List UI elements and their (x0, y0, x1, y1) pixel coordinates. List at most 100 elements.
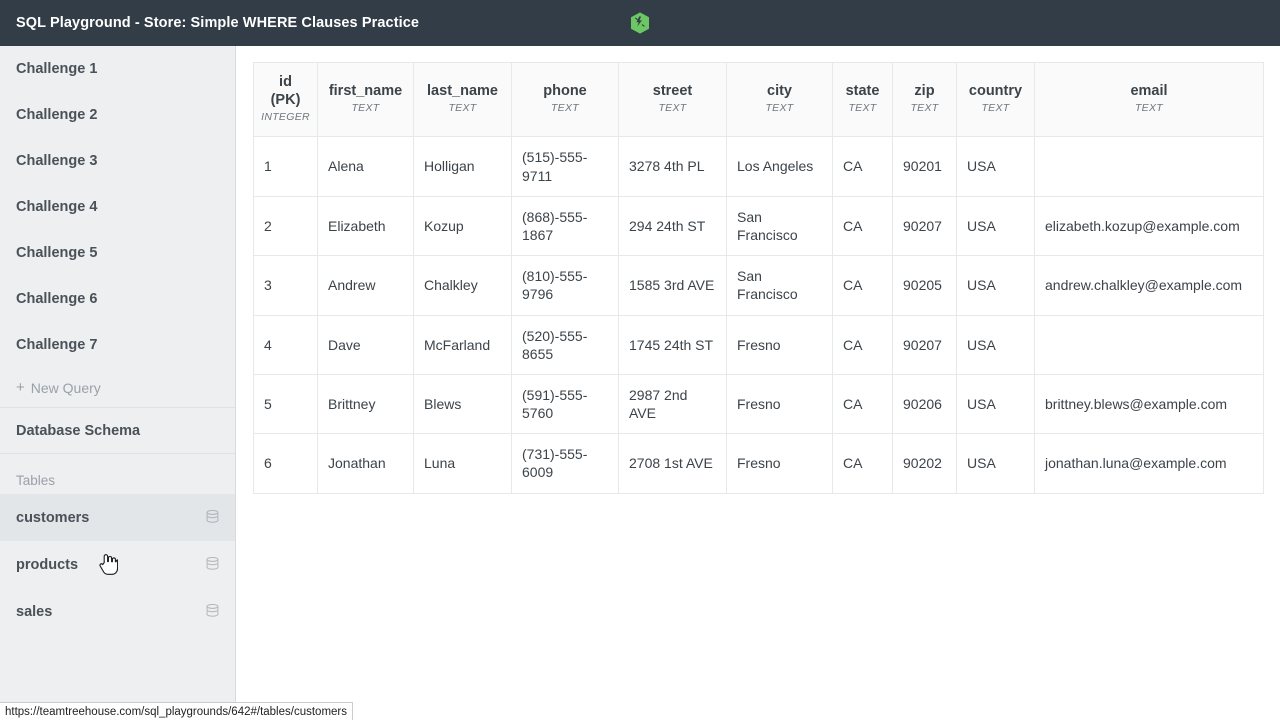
cell-city: Fresno (726, 314, 833, 375)
status-bar-link-preview: https://teamtreehouse.com/sql_playground… (0, 702, 353, 720)
sidebar-item-challenge-2[interactable]: Challenge 2 (0, 92, 235, 138)
customers-table: id (PK) INTEGER first_name TEXT last_nam… (253, 61, 1264, 494)
column-header-street[interactable]: street TEXT (618, 61, 727, 138)
sidebar-item-challenge-5[interactable]: Challenge 5 (0, 230, 235, 276)
table-name-label: sales (16, 603, 53, 620)
cell-email: brittney.blews@example.com (1034, 373, 1264, 435)
column-name: email (1130, 83, 1168, 100)
sidebar-item-label: Challenge 6 (16, 291, 98, 307)
cell-zip: 90205 (892, 255, 957, 316)
app-header: SQL Playground - Store: Simple WHERE Cla… (0, 0, 1280, 46)
column-header-zip[interactable]: zip TEXT (892, 61, 957, 138)
sidebar-item-challenge-6[interactable]: Challenge 6 (0, 276, 235, 322)
sidebar-item-challenge-3[interactable]: Challenge 3 (0, 138, 235, 184)
sidebar-item-sales[interactable]: sales (0, 588, 235, 635)
cell-last-name: McFarland (413, 314, 512, 375)
cell-street: 294 24th ST (618, 195, 727, 257)
table-row[interactable]: 4 Dave McFarland (520)-555-8655 1745 24t… (253, 314, 1264, 375)
database-icon (206, 556, 219, 572)
cell-id: 6 (253, 433, 318, 494)
column-header-phone[interactable]: phone TEXT (511, 61, 619, 138)
cell-country: USA (956, 136, 1035, 197)
column-type: INTEGER (261, 111, 310, 124)
cell-first-name: Brittney (317, 373, 414, 435)
cell-email (1034, 136, 1264, 197)
cell-zip: 90207 (892, 314, 957, 375)
cell-id: 2 (253, 195, 318, 257)
sidebar-item-label: Challenge 7 (16, 337, 98, 353)
cell-city: Fresno (726, 373, 833, 435)
cell-street: 2708 1st AVE (618, 433, 727, 494)
sidebar-item-label: Challenge 1 (16, 61, 98, 77)
cell-zip: 90206 (892, 373, 957, 435)
cell-country: USA (956, 373, 1035, 435)
tables-label: Tables (16, 473, 56, 488)
column-type: TEXT (848, 102, 877, 115)
column-header-country[interactable]: country TEXT (956, 61, 1035, 138)
sidebar-item-challenge-4[interactable]: Challenge 4 (0, 184, 235, 230)
cell-last-name: Chalkley (413, 255, 512, 316)
column-name: country (968, 83, 1023, 100)
page-title: SQL Playground - Store: Simple WHERE Cla… (16, 15, 420, 31)
cell-last-name: Kozup (413, 195, 512, 257)
column-type: TEXT (448, 102, 477, 115)
column-type: TEXT (981, 102, 1010, 115)
table-row[interactable]: 2 Elizabeth Kozup (868)-555-1867 294 24t… (253, 195, 1264, 257)
database-schema-label: Database Schema (16, 422, 141, 439)
cell-first-name: Andrew (317, 255, 414, 316)
column-name: street (652, 83, 693, 100)
table-row[interactable]: 3 Andrew Chalkley (810)-555-9796 1585 3r… (253, 255, 1264, 316)
cell-phone: (810)-555-9796 (511, 255, 619, 316)
table-body: 1 Alena Holligan (515)-555-9711 3278 4th… (253, 136, 1264, 494)
sidebar-item-challenge-7[interactable]: Challenge 7 (0, 322, 235, 368)
sidebar-item-label: Challenge 5 (16, 245, 98, 261)
sidebar-item-label: Challenge 3 (16, 153, 98, 169)
sidebar-item-challenge-1[interactable]: Challenge 1 (0, 46, 235, 92)
cell-id: 5 (253, 373, 318, 435)
column-type: TEXT (910, 102, 939, 115)
cell-state: CA (832, 433, 893, 494)
column-header-id[interactable]: id (PK) INTEGER (253, 61, 318, 138)
table-name-label: products (16, 556, 79, 573)
sidebar-item-products[interactable]: products (0, 541, 235, 588)
column-name: state (845, 83, 880, 100)
cell-email: elizabeth.kozup@example.com (1034, 195, 1264, 257)
cell-last-name: Luna (413, 433, 512, 494)
cell-state: CA (832, 136, 893, 197)
table-name-label: customers (16, 509, 90, 526)
cell-country: USA (956, 314, 1035, 375)
column-header-state[interactable]: state TEXT (832, 61, 893, 138)
cell-state: CA (832, 195, 893, 257)
cell-phone: (520)-555-8655 (511, 314, 619, 375)
database-schema-heading[interactable]: Database Schema (0, 408, 235, 454)
column-header-last-name[interactable]: last_name TEXT (413, 61, 512, 138)
cell-phone: (515)-555-9711 (511, 136, 619, 197)
cell-id: 4 (253, 314, 318, 375)
sidebar-item-customers[interactable]: customers (0, 494, 235, 541)
table-row[interactable]: 1 Alena Holligan (515)-555-9711 3278 4th… (253, 136, 1264, 197)
cell-state: CA (832, 314, 893, 375)
column-name: last_name (427, 83, 498, 100)
tables-group-label: Tables (0, 454, 235, 494)
table-row[interactable]: 6 Jonathan Luna (731)-555-6009 2708 1st … (253, 433, 1264, 494)
cell-city: San Francisco (726, 195, 833, 257)
new-query-label: New Query (30, 379, 101, 396)
cell-id: 3 (253, 255, 318, 316)
cell-phone: (591)-555-5760 (511, 373, 619, 435)
column-header-first-name[interactable]: first_name TEXT (317, 61, 414, 138)
cell-zip: 90202 (892, 433, 957, 494)
table-row[interactable]: 5 Brittney Blews (591)-555-5760 2987 2nd… (253, 373, 1264, 435)
cell-last-name: Holligan (413, 136, 512, 197)
cell-country: USA (956, 433, 1035, 494)
cell-first-name: Jonathan (317, 433, 414, 494)
cell-state: CA (832, 373, 893, 435)
cell-email: andrew.chalkley@example.com (1034, 255, 1264, 316)
cell-street: 1585 3rd AVE (618, 255, 727, 316)
column-header-city[interactable]: city TEXT (726, 61, 833, 138)
column-header-email[interactable]: email TEXT (1034, 61, 1264, 138)
cell-zip: 90201 (892, 136, 957, 197)
new-query-button[interactable]: + New Query (0, 368, 235, 408)
cell-city: Fresno (726, 433, 833, 494)
database-icon (206, 603, 219, 619)
cell-street: 1745 24th ST (618, 314, 727, 375)
